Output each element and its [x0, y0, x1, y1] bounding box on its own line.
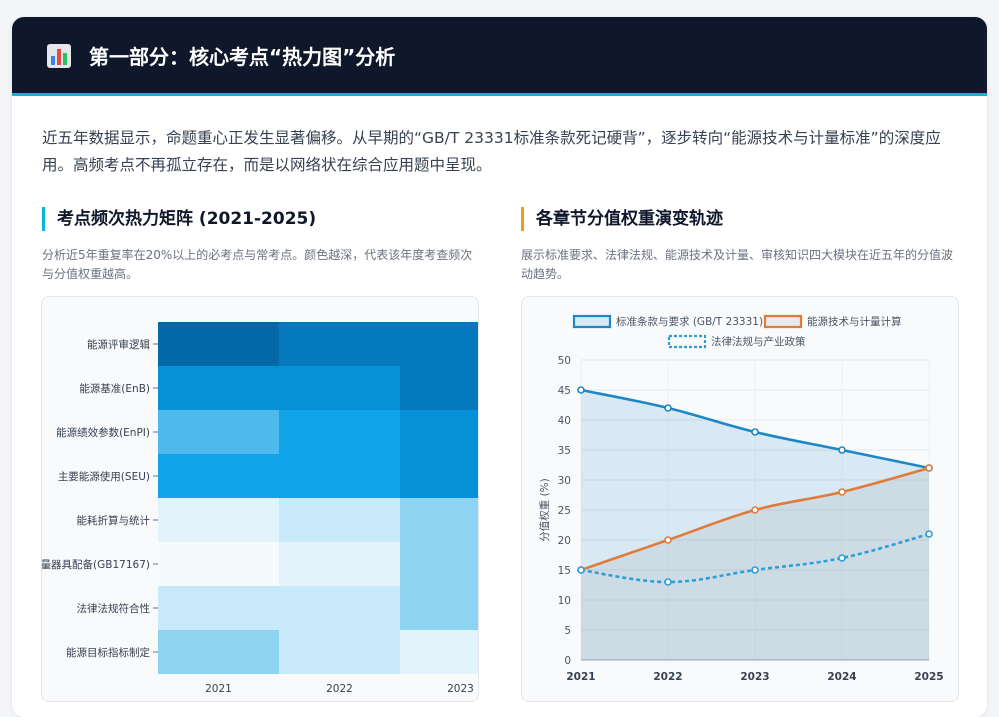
heatmap-column-label: 2022: [326, 683, 353, 695]
heatmap-cell: [279, 322, 400, 366]
bar-chart-icon: [47, 44, 71, 68]
heatmap-panel: 能源评审逻辑能源基准(EnB) 能源绩效参数(EnPI) 主要能源使用(SEU) 能耗…: [41, 296, 479, 702]
x-tick-label: 2023: [740, 671, 769, 683]
y-tick-label: 35: [558, 445, 571, 457]
heatmap-cell: [158, 322, 279, 366]
heatmap-row-label: 主要能源使用(SEU): [58, 470, 150, 483]
data-point: [838, 554, 846, 562]
heatmap-title: 考点频次热力矩阵 (2021-2025): [42, 207, 316, 231]
y-tick-label: 15: [558, 565, 571, 577]
legend-label: 标准条款与要求 (GB/T 23331): [616, 315, 763, 328]
trend-panel: 0 5 10 15 20 25 30 35 40 45 50 2021 2022 2023 2024 2025…: [521, 296, 959, 702]
section-title: 第一部分：核心考点“热力图”分析: [89, 45, 396, 69]
legend-label: 能源技术与计量计算: [807, 315, 902, 328]
x-tick-label: 2021: [566, 671, 595, 683]
heatmap-cell: [279, 542, 400, 586]
data-point: [664, 404, 672, 412]
heatmap-cell: [158, 542, 279, 586]
y-tick-label: 25: [558, 505, 571, 517]
heatmap-cell: [400, 630, 478, 674]
y-tick-label: 45: [558, 385, 571, 397]
heatmap-cell: [400, 498, 478, 542]
y-tick-label: 5: [564, 625, 571, 637]
intro-text: 近五年数据显示，命题重心正发生显著偏移。从早期的“GB/T 23331标准条款死…: [42, 129, 941, 174]
y-tick-label: 10: [558, 595, 571, 607]
data-point: [577, 566, 585, 574]
y-tick-label: 20: [558, 535, 571, 547]
x-tick-label: 2025: [914, 671, 943, 683]
heatmap-cell: [158, 410, 279, 454]
heatmap-cell: [279, 630, 400, 674]
x-tick-label: 2022: [653, 671, 682, 683]
heatmap-row-label: 能源评审逻辑: [87, 338, 150, 351]
series-area: [581, 468, 929, 660]
heatmap-row-label: 能耗折算与统计: [77, 514, 151, 527]
heatmap-cell: [158, 630, 279, 674]
y-tick-label: 30: [558, 475, 571, 487]
data-point: [838, 446, 846, 454]
heatmap-row-label: 量器具配备(GB17167): [42, 558, 150, 571]
heatmap-cell: [158, 366, 279, 410]
data-point: [664, 536, 672, 544]
heatmap-cell: [279, 498, 400, 542]
data-point: [925, 464, 933, 472]
heatmap-column-label: 2021: [205, 683, 232, 695]
trend-title: 各章节分值权重演变轨迹: [521, 207, 723, 231]
legend-swatch: [763, 314, 803, 329]
heatmap-cell: [400, 410, 478, 454]
heatmap-cell: [400, 366, 478, 410]
y-tick-label: 50: [558, 355, 571, 367]
heatmap-row-label: 能源目标指标制定: [66, 646, 150, 659]
heatmap-cell: [400, 322, 478, 366]
data-point: [751, 428, 759, 436]
heatmap-cell: [279, 366, 400, 410]
legend-label: 法律法规与产业政策: [711, 335, 806, 348]
heatmap-cell: [400, 586, 478, 630]
heatmap-cell: [279, 410, 400, 454]
trend-description: 展示标准要求、法律法规、能源技术及计量、审核知识四大模块在近五年的分值波动趋势。: [521, 248, 954, 281]
section-header: 第一部分：核心考点“热力图”分析: [12, 17, 987, 96]
series-area: [581, 390, 929, 660]
heatmap-cell: [158, 454, 279, 498]
data-point: [925, 530, 933, 538]
legend-swatch: [667, 334, 707, 349]
heatmap-cell: [279, 454, 400, 498]
y-tick-label: 40: [558, 415, 571, 427]
data-point: [664, 578, 672, 586]
y-axis-label: 分值权重 (%): [538, 478, 551, 542]
heatmap-row-label: 能源基准(EnB): [79, 382, 150, 395]
data-point: [751, 506, 759, 514]
heatmap-row-label: 法律法规符合性: [77, 602, 151, 615]
data-point: [751, 566, 759, 574]
data-point: [838, 488, 846, 496]
heatmap-cell: [400, 542, 478, 586]
legend-swatch: [572, 314, 612, 329]
heatmap-cell: [158, 586, 279, 630]
heatmap-cell: [279, 586, 400, 630]
heatmap-cell: [400, 454, 478, 498]
x-tick-label: 2024: [827, 671, 856, 683]
section-card: 第一部分：核心考点“热力图”分析 近五年数据显示，命题重心正发生显著偏移。从早期…: [12, 17, 987, 717]
y-tick-label: 0: [564, 655, 571, 667]
heatmap-column-label: 2023: [447, 683, 474, 695]
heatmap-row-label: 能源绩效参数(EnPI): [56, 426, 150, 439]
data-point: [577, 386, 585, 394]
heatmap-description: 分析近5年重复率在20%以上的必考点与常考点。颜色越深，代表该年度考查频次与分值…: [42, 248, 473, 281]
heatmap-cell: [158, 498, 279, 542]
